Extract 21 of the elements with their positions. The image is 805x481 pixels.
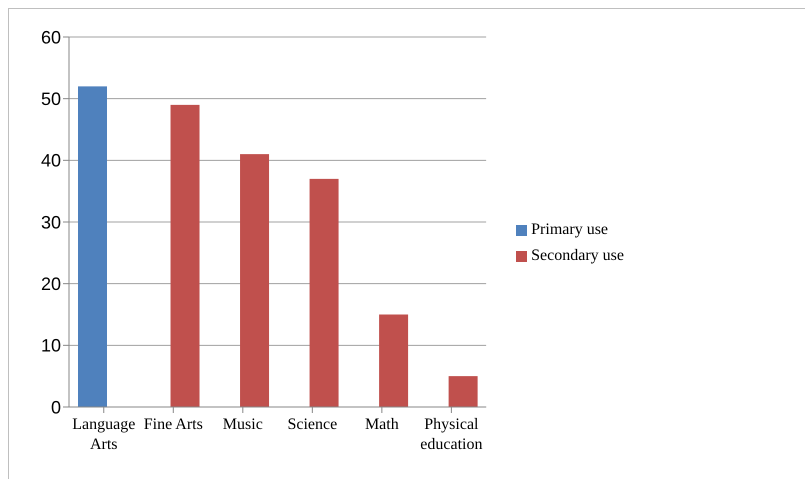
y-tick-label: 30 bbox=[40, 212, 61, 232]
bar bbox=[78, 86, 107, 407]
y-tick-label: 50 bbox=[40, 89, 61, 110]
bar bbox=[310, 178, 339, 407]
legend-label: Primary use bbox=[531, 221, 608, 238]
bar bbox=[170, 104, 200, 407]
y-tick-label: 60 bbox=[40, 27, 61, 48]
bar bbox=[240, 154, 270, 407]
bar bbox=[448, 376, 478, 407]
x-tick-label: Physical education bbox=[420, 416, 482, 453]
x-tick-label: Math bbox=[364, 416, 399, 433]
y-tick-label: 10 bbox=[40, 336, 61, 356]
legend-label: Secondary use bbox=[531, 247, 624, 264]
x-tick-label: Music bbox=[222, 416, 263, 433]
bar bbox=[379, 314, 408, 407]
x-tick-label: Fine Arts bbox=[144, 416, 203, 433]
x-tick-label: Language Arts bbox=[72, 416, 136, 453]
y-tick-label: 0 bbox=[50, 397, 61, 418]
x-tick-label: Science bbox=[287, 416, 338, 433]
y-tick-label: 40 bbox=[40, 150, 61, 171]
y-tick-label: 20 bbox=[40, 274, 61, 294]
